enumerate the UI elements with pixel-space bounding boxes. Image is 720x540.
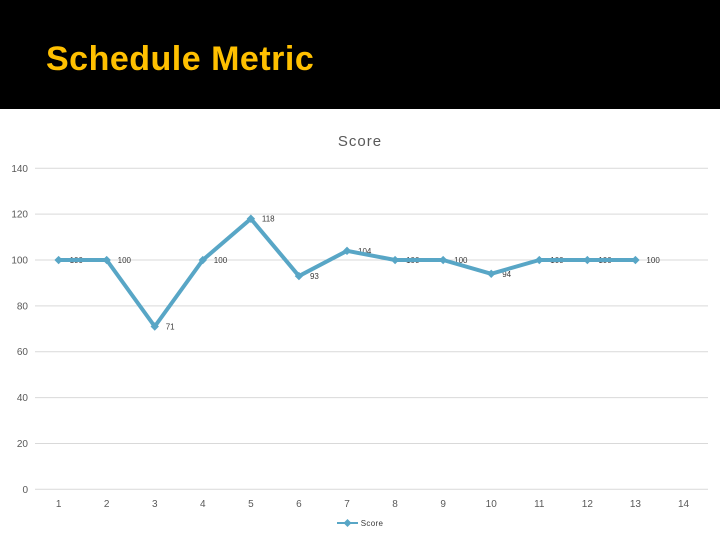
data-point-marker bbox=[150, 322, 159, 331]
legend-line-marker-icon bbox=[336, 519, 358, 527]
data-point-marker bbox=[487, 269, 496, 278]
data-point-marker bbox=[390, 255, 400, 265]
y-axis-label: 0 bbox=[22, 485, 28, 496]
x-axis-label: 7 bbox=[344, 499, 350, 510]
data-label: 100 bbox=[118, 256, 132, 265]
x-axis-label: 1 bbox=[56, 499, 62, 510]
y-axis-label: 80 bbox=[17, 301, 29, 312]
slide-title: Schedule Metric bbox=[46, 40, 315, 78]
x-axis-label: 2 bbox=[104, 499, 110, 510]
y-axis-label: 120 bbox=[11, 210, 28, 221]
data-label: 100 bbox=[646, 256, 660, 265]
data-point-marker bbox=[631, 255, 640, 265]
data-point-marker bbox=[54, 255, 63, 265]
x-axis-label: 8 bbox=[392, 499, 398, 510]
chart-title: Score bbox=[337, 133, 383, 150]
x-axis-label: 4 bbox=[200, 499, 206, 510]
x-axis-label: 13 bbox=[630, 499, 642, 510]
slide-header: Schedule Metric bbox=[0, 0, 720, 109]
x-axis-label: 5 bbox=[248, 499, 254, 510]
data-label: 104 bbox=[358, 247, 372, 256]
data-point-marker bbox=[246, 214, 256, 223]
legend: Score bbox=[0, 518, 720, 528]
x-axis-label: 9 bbox=[440, 499, 446, 510]
x-axis-label: 10 bbox=[486, 499, 498, 510]
data-point-marker bbox=[342, 246, 352, 256]
y-axis-label: 40 bbox=[17, 393, 29, 404]
y-axis-label: 20 bbox=[17, 439, 29, 450]
data-point-marker bbox=[198, 255, 208, 265]
x-axis-label: 12 bbox=[582, 499, 594, 510]
data-point-marker bbox=[102, 255, 111, 265]
data-point-marker bbox=[535, 255, 544, 265]
data-point-marker bbox=[583, 255, 592, 265]
data-label: 118 bbox=[262, 215, 275, 224]
data-point-marker bbox=[294, 271, 304, 281]
x-axis-label: 6 bbox=[296, 499, 302, 510]
data-label: 94 bbox=[502, 270, 511, 279]
y-axis-label: 60 bbox=[17, 347, 29, 358]
y-axis-label: 140 bbox=[11, 164, 28, 175]
data-label: 93 bbox=[310, 272, 319, 281]
legend-label: Score bbox=[360, 518, 384, 528]
x-axis-label: 14 bbox=[678, 499, 690, 510]
data-point-marker bbox=[438, 255, 448, 265]
y-axis-label: 100 bbox=[11, 256, 28, 267]
data-label: 71 bbox=[166, 323, 175, 332]
x-axis-label: 11 bbox=[534, 499, 545, 510]
data-label: 100 bbox=[454, 256, 468, 265]
x-axis-label: 3 bbox=[152, 499, 158, 510]
score-line bbox=[56, 216, 638, 329]
data-label: 100 bbox=[214, 256, 228, 265]
